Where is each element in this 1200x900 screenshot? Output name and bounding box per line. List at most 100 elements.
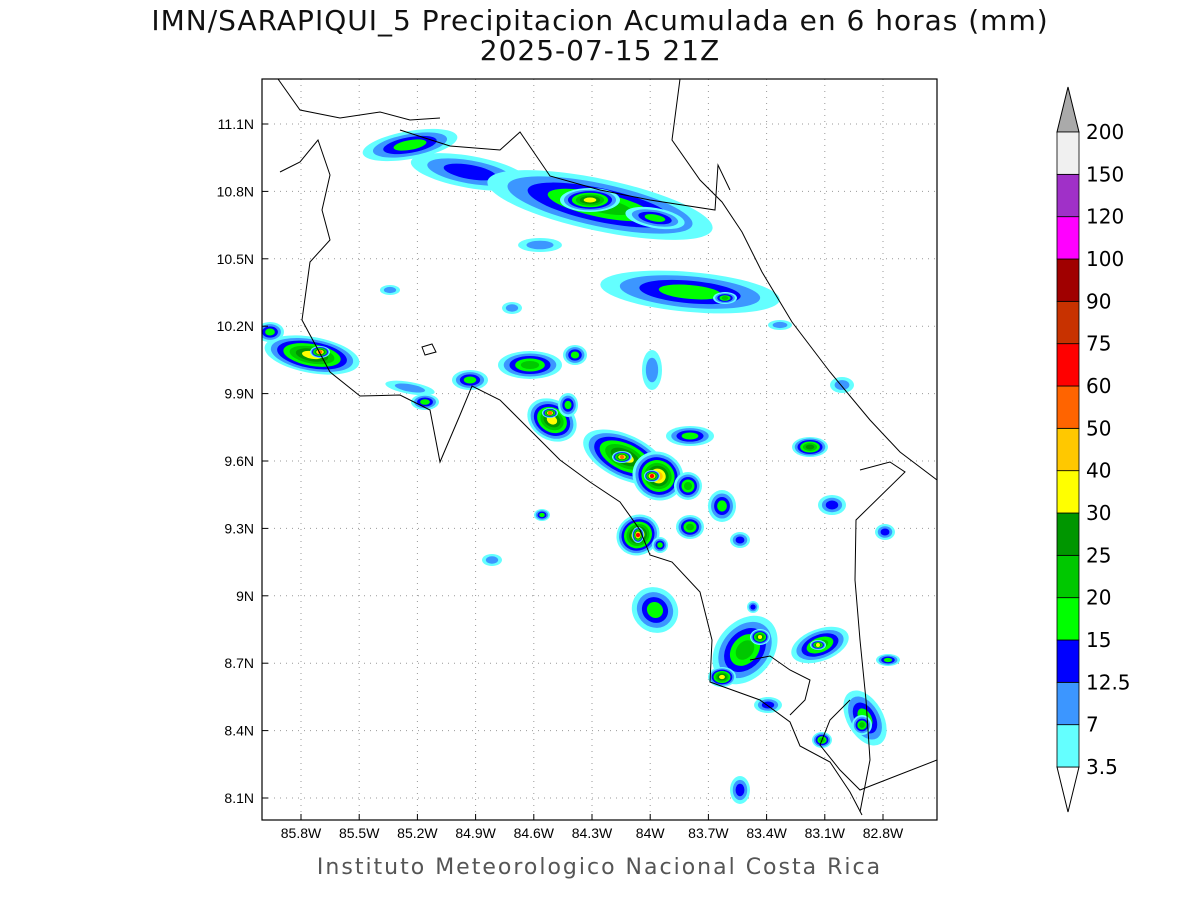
precip-contour (526, 240, 554, 250)
precip-contour (735, 640, 755, 660)
colorbar-label: 75 (1086, 332, 1111, 356)
map-title: IMN/SARAPIQUI_5 Precipitacion Acumulada … (151, 4, 1049, 37)
precip-cell (560, 188, 620, 212)
precip-cell (708, 667, 736, 687)
lon-tick-label: 83.1W (805, 825, 846, 841)
map-frame (261, 78, 938, 821)
precip-cell (830, 377, 854, 393)
precip-contour (393, 139, 427, 151)
precip-cell (876, 654, 900, 666)
precip-contour (636, 533, 640, 537)
lat-tick-label: 9.9N (224, 386, 254, 402)
colorbar-label: 7 (1086, 713, 1099, 737)
colorbar-label: 40 (1086, 459, 1111, 483)
colorbar: 3.5 7 12.5 15 20 25 30 40 50 60 75 90 100 120 150 200 (1056, 86, 1131, 813)
precip-contour (505, 304, 519, 312)
precip-contour (485, 556, 499, 564)
precip-contour (645, 357, 659, 383)
colorbar-swatch (1056, 427, 1080, 472)
precip-cell (600, 270, 780, 314)
precip-cell (792, 437, 828, 457)
precip-contour (265, 328, 275, 336)
precip-cell (625, 206, 685, 230)
precip-contour (816, 643, 820, 647)
lon-tick-label: 83.4W (746, 825, 787, 841)
precip-contour (684, 482, 692, 490)
colorbar-swatch (1056, 343, 1080, 387)
precip-cell (674, 472, 702, 500)
precip-fields (262, 128, 900, 804)
precip-contour (750, 604, 756, 610)
precip-contour (646, 602, 664, 618)
colorbar-swatch (1056, 639, 1080, 683)
lon-tick-label: 84.9W (455, 825, 496, 841)
lon-tick-label: 84.3W (572, 825, 613, 841)
colorbar-swatch (1056, 597, 1080, 641)
precip-cell (264, 335, 360, 375)
precip-contour (735, 783, 745, 797)
precip-cell (730, 776, 750, 804)
lon-tick-label: 85.2W (397, 825, 438, 841)
precip-contour (644, 214, 666, 222)
precip-contour (834, 380, 850, 390)
map-datetime: 2025-07-15 21Z (479, 34, 721, 67)
colorbar-over-arrow (1056, 86, 1080, 133)
precip-contour (717, 500, 727, 512)
colorbar-swatch (1056, 300, 1080, 345)
precip-cell (385, 380, 435, 396)
lon-tick-label: 84.6W (514, 825, 555, 841)
axis-ticks: 85.8W 85.5W 85.2W 84.9W 84.6W 84.3W 84W 83.7W 83… (217, 116, 904, 841)
colorbar-label: 20 (1086, 586, 1111, 610)
precip-contour (825, 500, 839, 510)
precip-contour (520, 361, 540, 369)
precip-cell (534, 509, 550, 521)
lon-tick-label: 85.8W (281, 825, 322, 841)
precip-cell (730, 532, 750, 548)
colorbar-swatch (1056, 554, 1080, 599)
precip-contour (721, 296, 729, 300)
lon-tick-label: 83.7W (688, 825, 729, 841)
precip-contour (757, 635, 763, 639)
precip-cell (875, 524, 895, 540)
lake-nicaragua-shore (277, 79, 441, 121)
lat-tick-label: 8.1N (224, 790, 254, 806)
precip-cell (563, 345, 587, 365)
precip-cell (642, 350, 662, 390)
lat-tick-label: 9.3N (224, 520, 254, 536)
colorbar-swatch (1056, 470, 1080, 514)
precip-cell (852, 715, 872, 735)
precip-cell (380, 285, 400, 295)
caribbean-coastline (671, 79, 937, 481)
colorbar-swatch (1056, 512, 1080, 556)
colorbar-label: 30 (1086, 501, 1111, 525)
precip-cell (666, 426, 714, 446)
colorbar-label: 90 (1086, 289, 1111, 313)
precip-cell (542, 408, 558, 418)
precip-contour (539, 512, 545, 518)
precip-contour (772, 321, 788, 329)
lat-tick-label: 11.1N (218, 116, 254, 132)
precip-cell (652, 537, 668, 553)
lat-tick-label: 9N (236, 588, 254, 604)
colorbar-swatch (1056, 216, 1080, 260)
pacific-coastline (279, 138, 863, 816)
colorbar-label: 150 (1086, 162, 1124, 186)
lon-tick-label: 84W (636, 825, 666, 841)
lat-tick-label: 10.2N (217, 318, 254, 334)
precip-cell (518, 238, 562, 252)
precip-cell (612, 451, 632, 463)
colorbar-label: 200 (1086, 120, 1124, 144)
coastlines (277, 79, 937, 816)
precip-contour (686, 523, 694, 531)
precip-contour (583, 197, 597, 203)
precip-contour (570, 351, 580, 359)
precip-contour (564, 400, 572, 410)
precip-contour (681, 432, 699, 440)
precip-cell (411, 394, 439, 410)
colorbar-label: 25 (1086, 543, 1111, 567)
colorbar-label: 50 (1086, 416, 1111, 440)
nicaragua-border (399, 129, 731, 211)
precip-cell (498, 351, 562, 379)
osa-peninsula (749, 655, 811, 716)
footer-credit: Instituto Meteorologico Nacional Costa R… (316, 855, 883, 880)
